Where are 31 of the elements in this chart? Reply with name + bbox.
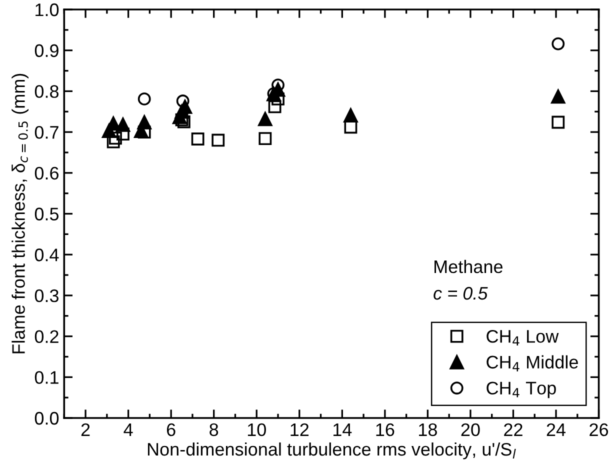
x-tick-label: 24 xyxy=(546,423,566,436)
x-tick-label: 16 xyxy=(376,423,394,436)
x-tick-label: 26 xyxy=(590,423,608,436)
x-axis-title: Non-dimensional turbulence rms velocity, u'/S$_{l}$ xyxy=(148,442,516,460)
y-tick-label: 0.3 xyxy=(34,289,59,302)
legend-label: CH$_{4}$ Low xyxy=(486,330,559,346)
x-tick-label: 14 xyxy=(333,424,352,436)
y-tick-label: 0.2 xyxy=(34,330,58,344)
y-tick-label: 0.7 xyxy=(34,126,58,139)
y-tick-label: 0.0 xyxy=(34,412,59,425)
x-tick-label: 8 xyxy=(210,423,218,436)
annotation: Methane xyxy=(434,260,503,274)
y-tick-label: 0.9 xyxy=(34,44,58,58)
x-tick-label: 18 xyxy=(419,423,437,436)
x-tick-label: 22 xyxy=(504,423,522,436)
y-tick-label: 0.8 xyxy=(34,85,59,98)
x-tick-label: 2 xyxy=(81,423,90,436)
x-tick-label: 4 xyxy=(124,424,133,436)
x-tick-label: 6 xyxy=(166,423,176,436)
legend-label: CH$_{4}$ Middle xyxy=(486,355,578,372)
x-tick-label: 12 xyxy=(290,423,309,436)
x-tick-label: 10 xyxy=(248,423,266,436)
legend-label: CH$_{4}$ Top xyxy=(486,382,556,398)
x-tick-label: 20 xyxy=(461,423,480,436)
y-tick-label: 0.4 xyxy=(34,248,59,262)
y-tick-label: 0.5 xyxy=(34,208,59,220)
y-tick-label: 0.6 xyxy=(34,166,59,180)
y-tick-label: 0.1 xyxy=(34,371,58,384)
annotation: c = 0.5 xyxy=(434,286,488,300)
y-axis-title: Flame front thickness, δ$_{c=0.5}$ (mm) xyxy=(12,74,28,354)
y-tick-label: 1.0 xyxy=(36,3,59,16)
